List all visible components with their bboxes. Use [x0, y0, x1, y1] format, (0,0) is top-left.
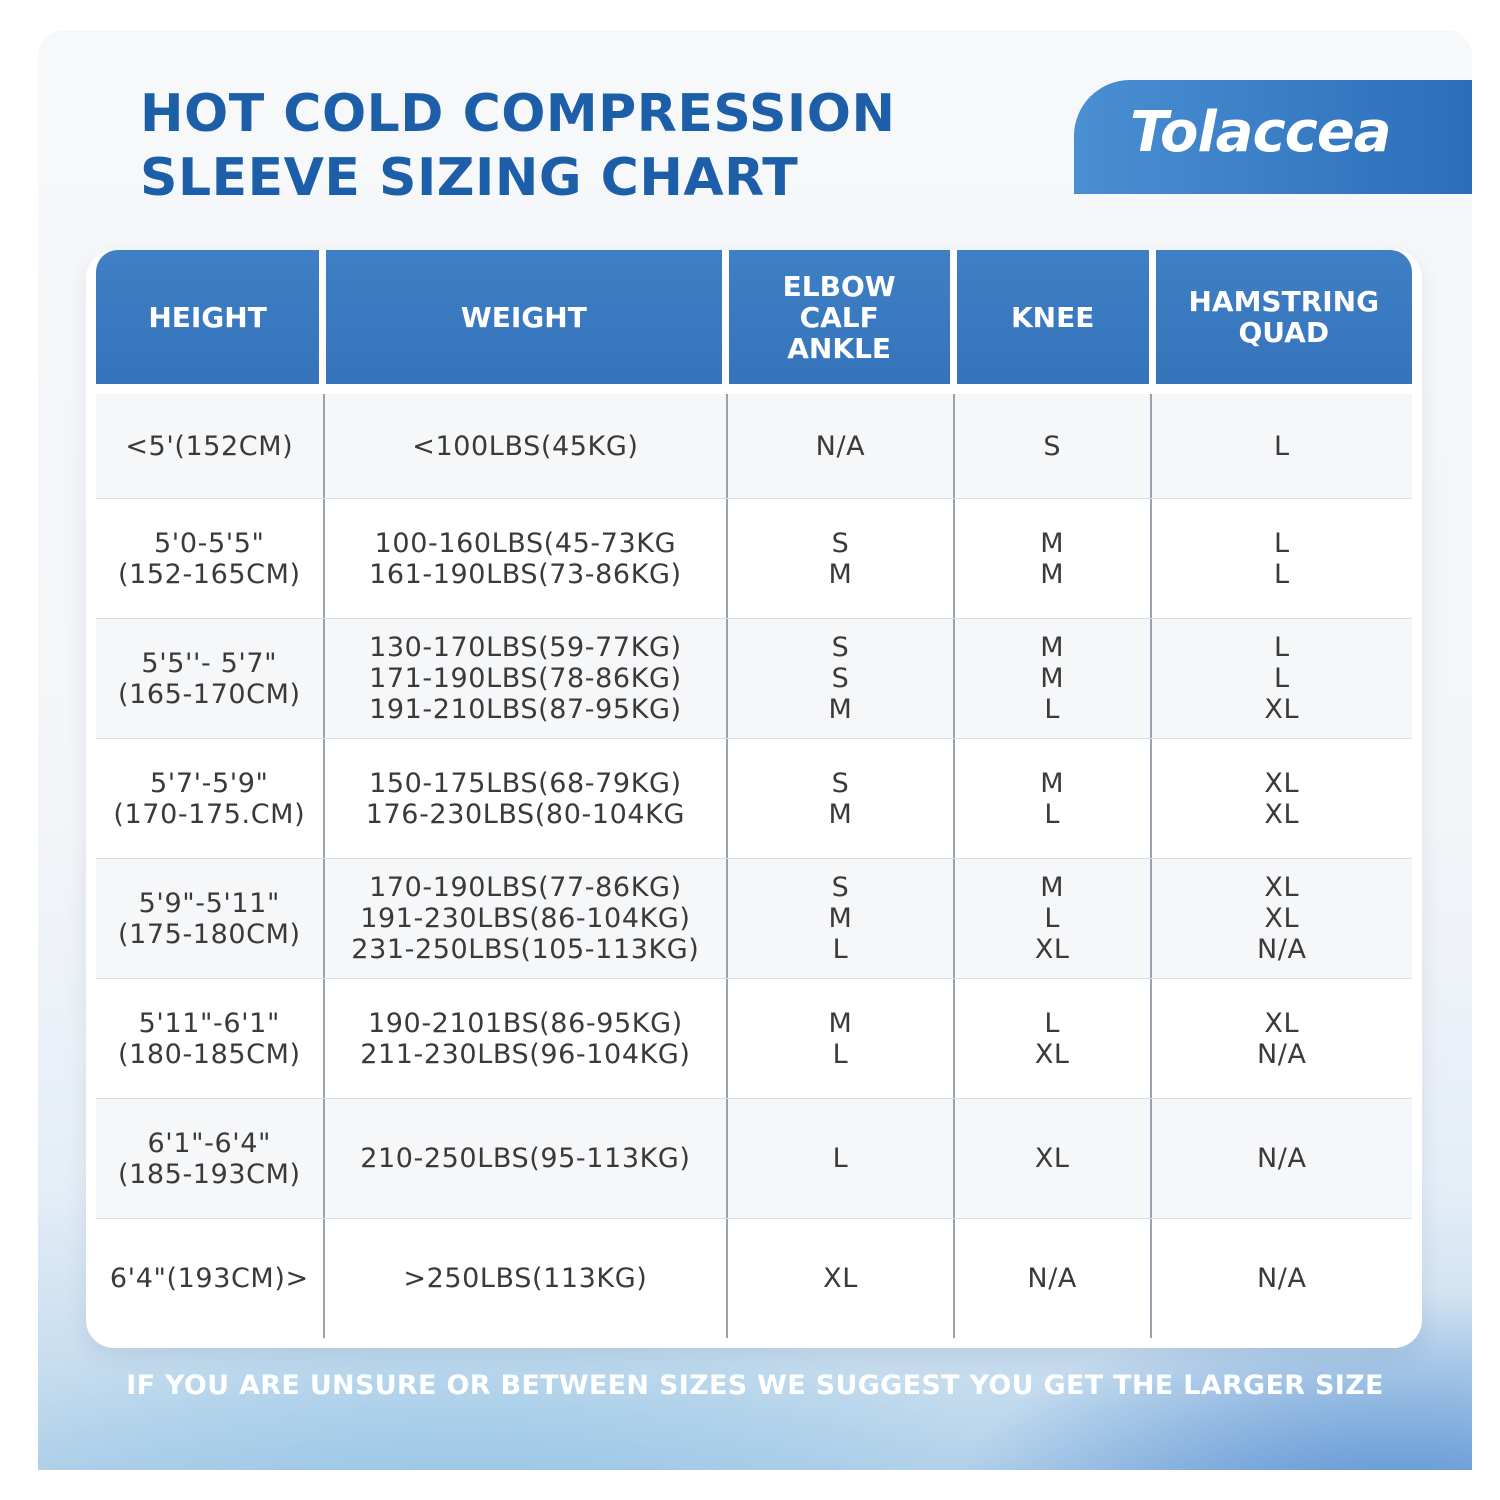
header-hamstring-quad: HAMSTRING QUAD: [1148, 250, 1412, 384]
table-row: 5'9"-5'11" (175-180CM) 170-190LBS(77-86KG…: [96, 858, 1412, 978]
weight-cell: 130-170LBS(59-77KG) 171-190LBS(78-86KG) …: [322, 619, 727, 738]
knee-cell: XL: [952, 1099, 1150, 1218]
sizing-table: HEIGHT WEIGHT ELBOW CALF ANKLE KNEE HAMS…: [86, 250, 1422, 1348]
knee-cell: M M L: [952, 619, 1150, 738]
table-row: 5'5''- 5'7" (165-170CM) 130-170LBS(59-77K…: [96, 618, 1412, 738]
hamstring-quad-cell: XL XL N/A: [1149, 859, 1412, 978]
header-height: HEIGHT: [96, 250, 320, 384]
height-cell: 6'1"-6'4" (185-193CM): [117, 1127, 301, 1190]
hamstring-quad-cell: XL XL: [1149, 739, 1412, 858]
sizing-chart-canvas: HOT COLD COMPRESSION SLEEVE SIZING CHART…: [38, 30, 1472, 1470]
knee-cell: S: [952, 394, 1150, 498]
height-cell: 6'4"(193CM)>: [109, 1263, 309, 1294]
knee-cell: N/A: [952, 1219, 1150, 1338]
knee-cell: M L: [952, 739, 1150, 858]
knee-cell: L XL: [952, 979, 1150, 1098]
table-body: <5'(152CM) <100LBS(45KG) N/A S L 5'0-5'5" (15…: [96, 394, 1412, 1338]
page-title: HOT COLD COMPRESSION SLEEVE SIZING CHART: [140, 82, 896, 210]
weight-cell: 100-160LBS(45-73KG 161-190LBS(73-86KG): [322, 499, 727, 618]
height-cell: 5'11"-6'1" (180-185CM): [117, 1007, 301, 1070]
table-row: 5'7'-5'9" (170-175.CM) 150-175LBS(68-79KG…: [96, 738, 1412, 858]
height-cell: <5'(152CM): [125, 430, 294, 462]
table-row: 6'4"(193CM)> >250LBS(113KG) XL N/A N/A: [96, 1218, 1412, 1338]
elbow-calf-ankle-cell: S M L: [726, 859, 953, 978]
hamstring-quad-cell: L: [1149, 394, 1412, 498]
height-cell: 5'5''- 5'7" (165-170CM): [117, 647, 301, 710]
weight-cell: >250LBS(113KG): [322, 1219, 727, 1338]
elbow-calf-ankle-cell: S M: [726, 739, 953, 858]
title-line-1: HOT COLD COMPRESSION: [140, 84, 896, 144]
brand-logo: Tolaccea: [1130, 100, 1392, 165]
height-cell: 5'7'-5'9" (170-175.CM): [113, 767, 306, 830]
knee-cell: M M: [952, 499, 1150, 618]
table-row: 6'1"-6'4" (185-193CM) 210-250LBS(95-113KG…: [96, 1098, 1412, 1218]
hamstring-quad-cell: L L XL: [1149, 619, 1412, 738]
elbow-calf-ankle-cell: XL: [726, 1219, 953, 1338]
table-row: 5'11"-6'1" (180-185CM) 190-2101BS(86-95KG…: [96, 978, 1412, 1098]
table-header: HEIGHT WEIGHT ELBOW CALF ANKLE KNEE HAMS…: [96, 250, 1412, 384]
table-row: 5'0-5'5" (152-165CM) 100-160LBS(45-73KG 1…: [96, 498, 1412, 618]
weight-cell: 170-190LBS(77-86KG) 191-230LBS(86-104KG)…: [322, 859, 727, 978]
elbow-calf-ankle-cell: S S M: [726, 619, 953, 738]
header-weight: WEIGHT: [319, 250, 722, 384]
hamstring-quad-cell: L L: [1149, 499, 1412, 618]
title-line-2: SLEEVE SIZING CHART: [140, 148, 799, 208]
height-cell: 5'9"-5'11" (175-180CM): [117, 887, 301, 950]
elbow-calf-ankle-cell: N/A: [726, 394, 953, 498]
header-knee: KNEE: [949, 250, 1149, 384]
hamstring-quad-cell: N/A: [1149, 1219, 1412, 1338]
table-row: <5'(152CM) <100LBS(45KG) N/A S L: [96, 394, 1412, 498]
weight-cell: 190-2101BS(86-95KG) 211-230LBS(96-104KG): [322, 979, 727, 1098]
height-cell: 5'0-5'5" (152-165CM): [117, 527, 301, 590]
knee-cell: M L XL: [952, 859, 1150, 978]
elbow-calf-ankle-cell: L: [726, 1099, 953, 1218]
weight-cell: <100LBS(45KG): [322, 394, 727, 498]
hamstring-quad-cell: XL N/A: [1149, 979, 1412, 1098]
brand-logo-banner: Tolaccea: [1074, 80, 1472, 194]
sizing-advice-note: IF YOU ARE UNSURE OR BETWEEN SIZES WE SU…: [126, 1370, 1384, 1401]
header-elbow-calf-ankle: ELBOW CALF ANKLE: [721, 250, 950, 384]
weight-cell: 210-250LBS(95-113KG): [322, 1099, 727, 1218]
elbow-calf-ankle-cell: M L: [726, 979, 953, 1098]
hamstring-quad-cell: N/A: [1149, 1099, 1412, 1218]
weight-cell: 150-175LBS(68-79KG) 176-230LBS(80-104KG: [322, 739, 727, 858]
elbow-calf-ankle-cell: S M: [726, 499, 953, 618]
